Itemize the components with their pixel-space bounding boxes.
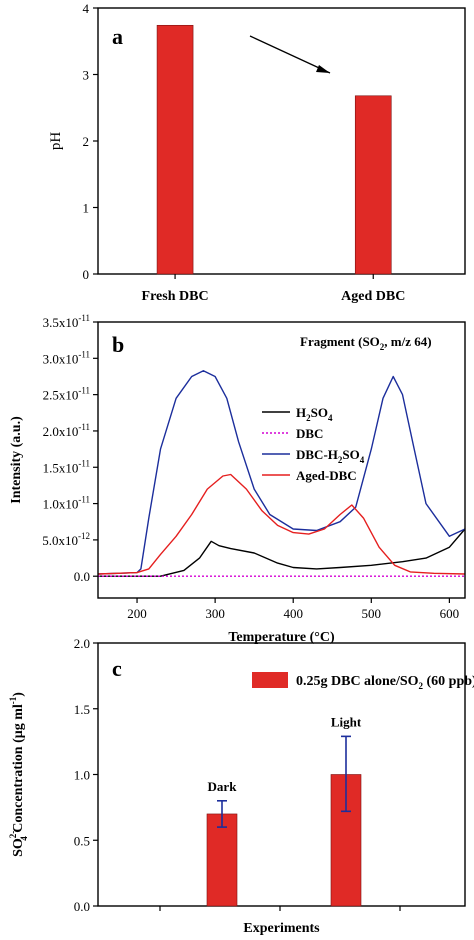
panel-a-letter: a xyxy=(112,24,123,49)
panel-b-ytick-label: 3.5x10-11 xyxy=(43,313,90,330)
panel-b-letter: b xyxy=(112,332,124,357)
panel-a-frame xyxy=(97,7,466,275)
panel-c-ytick-label: 2.0 xyxy=(74,636,90,651)
panel-a-ylabel: pH xyxy=(48,132,64,151)
panel-b-legend-label: DBC-H2SO4 xyxy=(296,447,365,465)
panel-b-xtick-label: 500 xyxy=(362,606,382,621)
panel-b-xtick-label: 600 xyxy=(440,606,460,621)
panel-b-xtick-label: 300 xyxy=(205,606,225,621)
panel-b-series-line xyxy=(97,473,466,575)
panel-a-ytick-label: 0 xyxy=(83,267,90,282)
panel-c-ytick-label: 0.5 xyxy=(74,833,90,848)
panel-a-ytick-label: 4 xyxy=(83,1,90,16)
panel-b-ytick-label: 1.5x10-11 xyxy=(43,458,90,475)
panel-c-letter: c xyxy=(112,656,122,681)
panel-b-ytick-label: 2.0x10-11 xyxy=(43,422,90,439)
panel-b-xlabel: Temperature (°C) xyxy=(228,630,335,645)
panel-c-ylabel: SO2-4 Concentration (μg ml-1) xyxy=(8,692,29,857)
panel-b-xtick-label: 400 xyxy=(283,606,303,621)
panel-a-xtick-label: Aged DBC xyxy=(341,289,405,304)
panel-a-bar xyxy=(156,24,194,275)
panel-b-legend-label: DBC xyxy=(296,426,323,441)
panel-b-ytick-label: 1.0x10-11 xyxy=(43,495,90,512)
panel-c-ytick-label: 1.0 xyxy=(74,768,90,783)
panel-b-ytick-label: 5.0x10-12 xyxy=(42,531,90,548)
panel-a-ytick-label: 1 xyxy=(83,201,90,216)
panel-b: 0.0 5.0x10-12 1.0x10-11 1.5x10-11 2.0x10-11 2… xyxy=(9,313,466,645)
panel-c-ytick-label: 1.5 xyxy=(74,702,90,717)
panel-b-ytick-label: 3.0x10-11 xyxy=(43,349,90,366)
panel-b-xtick-label: 200 xyxy=(127,606,147,621)
panel-b-legend-label: Aged-DBC xyxy=(296,468,357,483)
panel-b-series-line xyxy=(97,370,466,575)
panel-a-bar xyxy=(354,95,392,275)
panel-a: 0 1 2 3 4 Fresh DBC Aged DBC pH a xyxy=(48,1,466,304)
panel-b-ytick-label: 2.5x10-11 xyxy=(43,386,90,403)
panel-b-ytick-label: 0.0 xyxy=(74,569,90,584)
panel-c-bar-label: Light xyxy=(331,714,362,729)
panel-c-ytick-label: 0.0 xyxy=(74,899,90,914)
panel-a-ytick-label: 2 xyxy=(83,134,90,149)
panel-c-bar-label: Dark xyxy=(208,779,238,794)
panel-c-legend-swatch xyxy=(252,672,288,688)
panel-c-xlabel: Experiments xyxy=(243,921,320,936)
panel-c-legend-label: 0.25g DBC alone/SO2 (60 ppb) xyxy=(296,674,474,691)
panel-b-series-line xyxy=(98,528,466,577)
trend-arrow-line xyxy=(249,35,331,74)
panel-b-annotation: Fragment (SO2, m/z 64) xyxy=(300,334,432,352)
panel-b-legend-label: H2SO4 xyxy=(296,405,333,423)
panel-a-ytick-label: 3 xyxy=(83,68,90,83)
panel-c: 0.0 0.5 1.0 1.5 2.0 Dark Light Experiments SO2-4… xyxy=(8,636,474,936)
panel-b-frame xyxy=(97,321,466,599)
panel-a-xtick-label: Fresh DBC xyxy=(142,289,209,304)
panel-b-ylabel: Intensity (a.u.) xyxy=(9,416,24,504)
trend-arrow-head xyxy=(316,65,330,73)
